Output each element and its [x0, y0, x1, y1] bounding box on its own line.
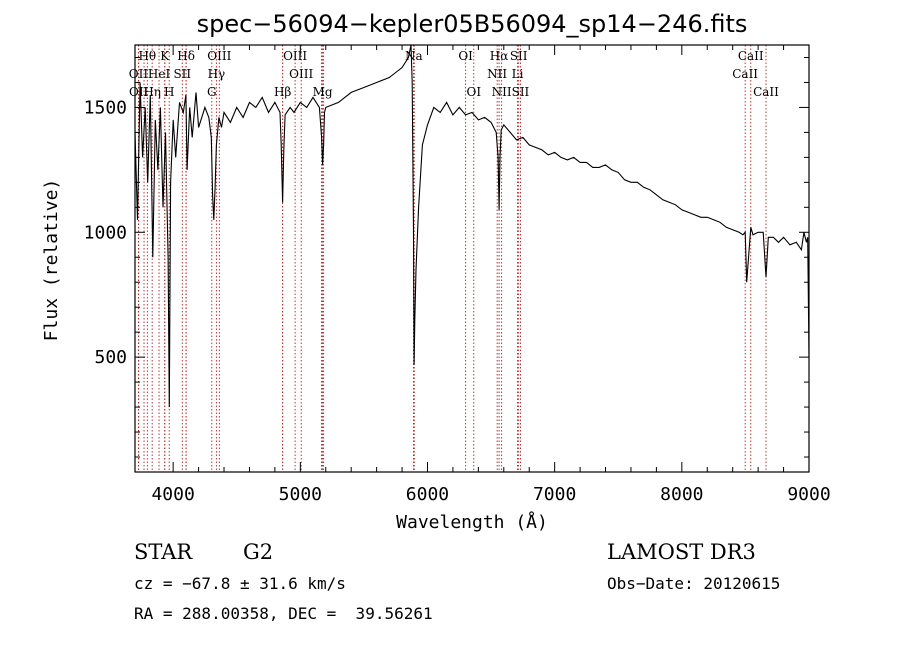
line-label-lines-row3-1: Hη [143, 85, 161, 99]
y-axis: 500 1000 1500 [84, 56, 809, 458]
x-tick-label-4: 8000 [660, 484, 703, 505]
x-tick-label-1: 5000 [279, 484, 322, 505]
subclass: G2 [243, 540, 274, 564]
object-type: STAR [134, 540, 193, 564]
line-label-lines-row1-9: CaII [738, 49, 764, 63]
line-label-lines-row1-7: Hα [490, 49, 509, 63]
x-axis: 4000 5000 6000 7000 8000 9000 [151, 45, 831, 505]
line-label-lines-row1-6: OI [458, 49, 473, 63]
spectrum-line [134, 44, 810, 408]
line-label-lines-row3-0: OII [129, 85, 149, 99]
chart-title: spec−56094−kepler05B56094_sp14−246.fits [197, 10, 748, 38]
y-tick-label-0: 500 [94, 347, 127, 368]
line-label-lines-row2-6: Li [512, 67, 524, 81]
x-axis-label: Wavelength (Å) [396, 511, 548, 533]
y-tick-label-2: 1500 [84, 97, 127, 118]
coordinates-readout: RA = 288.00358, DEC = 39.56261 [134, 604, 433, 623]
observation-date: Obs−Date: 20120615 [607, 574, 781, 593]
y-tick-label-1: 1000 [84, 222, 127, 243]
line-label-lines-row2-5: NII [487, 67, 507, 81]
y-axis-label: Flux (relative) [41, 179, 62, 342]
line-label-lines-row2-4: OIII [289, 67, 313, 81]
survey-name: LAMOST DR3 [607, 540, 756, 564]
redshift-readout: cz = −67.8 ± 31.6 km/s [134, 574, 346, 593]
line-label-lines-row3-2: H [164, 85, 174, 99]
line-label-lines-row3-4: Hβ [274, 85, 291, 99]
line-label-lines-row1-0: Hθ [138, 49, 156, 63]
line-label-lines-row2-2: SII [173, 67, 191, 81]
plot-frame [134, 44, 810, 473]
line-label-lines-row1-3: OIII [207, 49, 231, 63]
x-tick-label-0: 4000 [151, 484, 194, 505]
line-label-lines-row2-1: HeI [148, 67, 171, 81]
line-label-lines-row1-1: K [160, 49, 170, 63]
x-tick-label-5: 9000 [787, 484, 830, 505]
line-label-lines-row3-3: G [207, 85, 217, 99]
line-label-lines-row2-7: CaII [732, 67, 758, 81]
line-label-lines-row3-5: Mg [313, 85, 333, 99]
emission-line-markers [137, 45, 767, 472]
line-label-lines-row1-5: Na [405, 49, 423, 63]
line-label-lines-row2-0: OII [129, 67, 149, 81]
line-label-lines-row1-2: Hδ [177, 49, 195, 63]
line-label-lines-row1-8: SII [510, 49, 528, 63]
line-label-lines-row3-9: CaII [753, 85, 779, 99]
line-label-lines-row3-8: SII [512, 85, 530, 99]
x-tick-label-3: 7000 [533, 484, 576, 505]
line-label-lines-row1-4: OIII [283, 49, 307, 63]
line-label-lines-row2-3: Hγ [208, 67, 226, 81]
x-tick-label-2: 6000 [406, 484, 449, 505]
line-label-lines-row3-6: OI [466, 85, 481, 99]
line-label-lines-row3-7: NII [492, 85, 512, 99]
